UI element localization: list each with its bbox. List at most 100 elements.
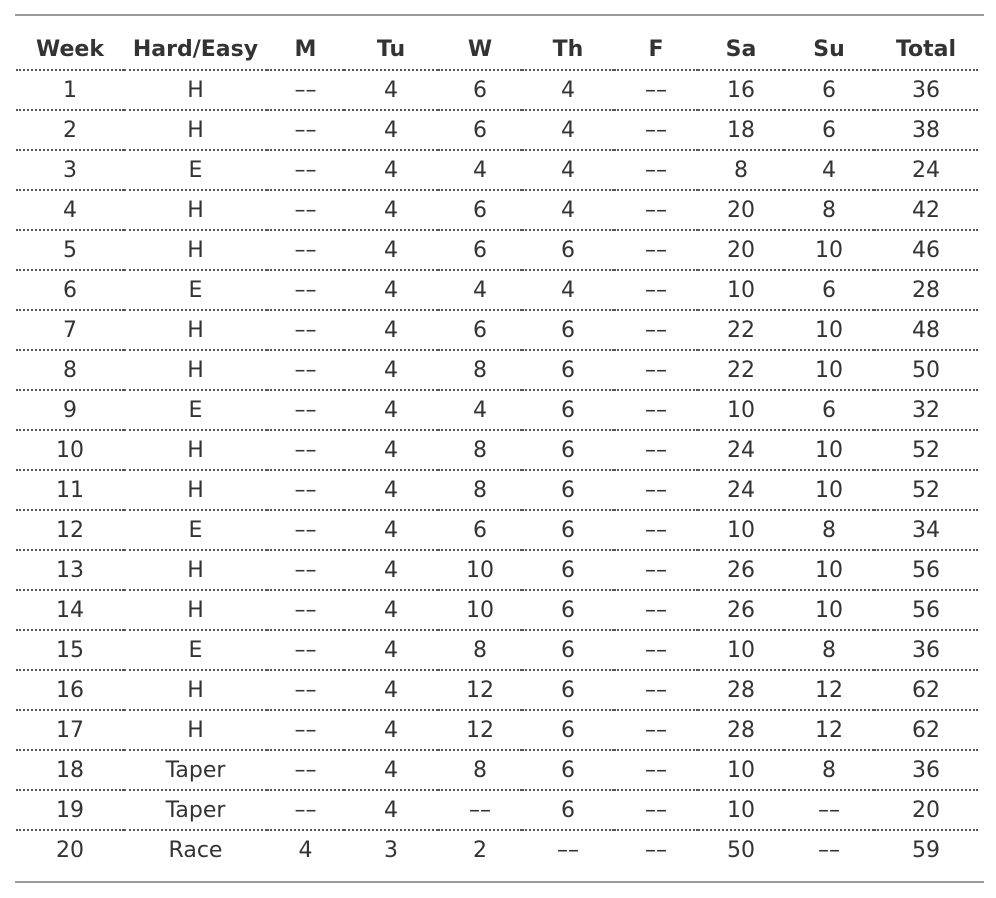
hard-easy-cell: E	[124, 510, 267, 551]
sunday-cell: 8	[784, 190, 874, 231]
total-cell: 50	[874, 350, 978, 391]
total-cell: 52	[874, 430, 978, 471]
tuesday-cell: 4	[344, 150, 438, 191]
tuesday-cell: 4	[344, 510, 438, 551]
hard-easy-cell: H	[124, 430, 267, 471]
thursday-cell: 6	[522, 790, 614, 831]
saturday-cell: 22	[698, 350, 784, 391]
monday-cell: ––	[267, 710, 344, 751]
table-row: 3 E –– 4 4 4 –– 8 4 24	[16, 150, 978, 191]
friday-cell: ––	[614, 710, 698, 751]
hard-easy-cell: H	[124, 550, 267, 591]
hard-easy-cell: E	[124, 270, 267, 311]
monday-cell: ––	[267, 670, 344, 711]
week-cell: 8	[16, 350, 124, 391]
column-header-wednesday: W	[438, 30, 522, 71]
sunday-cell: 4	[784, 150, 874, 191]
sunday-cell: 10	[784, 550, 874, 591]
hard-easy-cell: Race	[168, 837, 223, 863]
sunday-cell: 6	[784, 110, 874, 151]
friday-cell: ––	[614, 350, 698, 391]
hard-easy-cell: E	[124, 390, 267, 431]
saturday-cell: 10	[698, 510, 784, 551]
total-cell: 62	[874, 670, 978, 711]
friday-cell: ––	[614, 750, 698, 791]
friday-cell: ––	[614, 150, 698, 191]
total-cell: 36	[874, 750, 978, 791]
saturday-cell: 10	[698, 270, 784, 311]
column-header-saturday: Sa	[698, 30, 784, 71]
sunday-cell: 10	[784, 230, 874, 271]
thursday-cell: 4	[522, 270, 614, 311]
table-row: 5 H –– 4 6 6 –– 20 10 46	[16, 230, 978, 271]
column-header-week: Week	[16, 30, 124, 71]
tuesday-cell: 4	[344, 590, 438, 631]
tuesday-cell: 4	[344, 70, 438, 111]
table-top-rule	[15, 14, 984, 16]
saturday-cell: 18	[698, 110, 784, 151]
table-row: 20 Race 4 3 2 –– –– 50 –– 59	[16, 830, 978, 869]
table-header-row: Week Hard/Easy M Tu W Th F Sa Su Total	[16, 30, 978, 71]
sunday-cell: 10	[784, 470, 874, 511]
column-header-hard-easy: Hard/Easy	[124, 30, 267, 71]
hard-easy-cell: Taper	[124, 750, 267, 791]
week-cell: 1	[16, 70, 124, 111]
thursday-cell: 4	[522, 150, 614, 191]
sunday-cell: 8	[784, 510, 874, 551]
tuesday-cell: 4	[344, 310, 438, 351]
friday-cell: ––	[614, 230, 698, 271]
friday-cell: ––	[614, 70, 698, 111]
friday-cell: ––	[614, 110, 698, 151]
week-cell: 12	[16, 510, 124, 551]
hard-easy-cell: H	[124, 350, 267, 391]
friday-cell: ––	[614, 510, 698, 551]
total-cell: 34	[874, 510, 978, 551]
total-cell: 59	[912, 837, 940, 863]
week-cell: 17	[16, 710, 124, 751]
total-cell: 36	[874, 70, 978, 111]
saturday-cell: 16	[698, 70, 784, 111]
wednesday-cell: ––	[438, 790, 522, 831]
saturday-cell: 28	[698, 710, 784, 751]
sunday-cell: 10	[784, 350, 874, 391]
tuesday-cell: 4	[344, 430, 438, 471]
friday-cell: ––	[614, 430, 698, 471]
sunday-cell: 10	[784, 590, 874, 631]
week-cell: 18	[16, 750, 124, 791]
table-row: 13 H –– 4 10 6 –– 26 10 56	[16, 550, 978, 591]
monday-cell: ––	[267, 750, 344, 791]
table-row: 10 H –– 4 8 6 –– 24 10 52	[16, 430, 978, 471]
week-cell: 14	[16, 590, 124, 631]
hard-easy-cell: H	[124, 230, 267, 271]
sunday-cell: 8	[784, 630, 874, 671]
tuesday-cell: 4	[344, 270, 438, 311]
thursday-cell: 6	[522, 230, 614, 271]
total-cell: 24	[874, 150, 978, 191]
week-cell: 7	[16, 310, 124, 351]
saturday-cell: 26	[698, 590, 784, 631]
tuesday-cell: 4	[344, 790, 438, 831]
total-cell: 28	[874, 270, 978, 311]
total-cell: 20	[874, 790, 978, 831]
hard-easy-cell: H	[124, 710, 267, 751]
table-row: 19 Taper –– 4 –– 6 –– 10 –– 20	[16, 790, 978, 831]
table-row: 1 H –– 4 6 4 –– 16 6 36	[16, 70, 978, 111]
thursday-cell: 6	[522, 750, 614, 791]
monday-cell: ––	[267, 310, 344, 351]
wednesday-cell: 6	[438, 230, 522, 271]
thursday-cell: 6	[522, 550, 614, 591]
hard-easy-cell: H	[124, 70, 267, 111]
wednesday-cell: 4	[438, 270, 522, 311]
monday-cell: ––	[267, 70, 344, 111]
saturday-cell: 50	[727, 837, 755, 863]
week-cell: 10	[16, 430, 124, 471]
wednesday-cell: 6	[438, 510, 522, 551]
monday-cell: ––	[267, 790, 344, 831]
thursday-cell: 6	[522, 430, 614, 471]
sunday-cell: 6	[784, 70, 874, 111]
friday-cell: ––	[614, 310, 698, 351]
saturday-cell: 20	[698, 230, 784, 271]
total-cell: 46	[874, 230, 978, 271]
thursday-cell: 6	[522, 630, 614, 671]
sunday-cell: 10	[784, 430, 874, 471]
